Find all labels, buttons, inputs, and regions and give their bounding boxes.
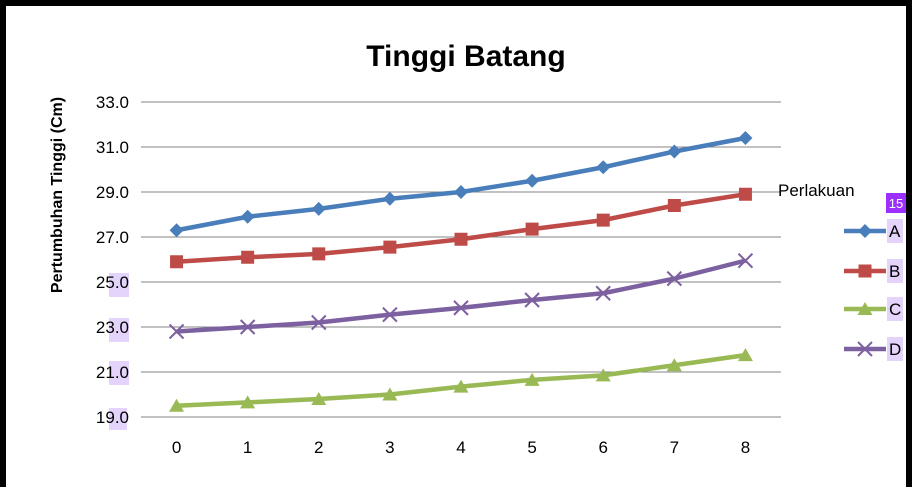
data-point xyxy=(738,131,753,145)
x-tick-label: 5 xyxy=(527,438,536,457)
data-point xyxy=(453,379,469,393)
series-c xyxy=(169,348,753,412)
legend-swatch-marker xyxy=(858,264,872,278)
y-tick-label: 23.0 xyxy=(96,318,129,337)
x-tick-label: 1 xyxy=(243,438,252,457)
data-point xyxy=(525,222,539,236)
legend-highlight xyxy=(887,219,903,243)
series-line xyxy=(176,135,746,233)
data-point xyxy=(524,372,540,386)
data-point xyxy=(382,191,397,206)
data-point xyxy=(595,368,611,382)
data-point xyxy=(240,395,256,409)
data-point xyxy=(737,252,754,269)
series-b xyxy=(170,187,752,269)
data-point xyxy=(311,392,327,405)
series-line xyxy=(176,192,746,264)
chart-frame: Tinggi Batang Pertumbuhan Tinggi (Cm) 33… xyxy=(6,6,906,487)
data-point xyxy=(170,255,184,269)
x-tick-label: 3 xyxy=(385,438,394,457)
legend-swatch-marker xyxy=(857,302,873,315)
data-point xyxy=(524,292,540,308)
x-tick-label: 7 xyxy=(670,438,679,457)
y-tick-label: 21.0 xyxy=(96,363,129,382)
data-point xyxy=(239,319,256,335)
annotation-badge: 15 xyxy=(886,193,906,213)
data-point xyxy=(241,250,255,264)
y-tick-label: 25.0 xyxy=(96,273,129,292)
x-tick-label: 0 xyxy=(172,438,181,457)
data-point xyxy=(240,209,255,224)
legend-entry: B xyxy=(889,262,900,281)
data-point xyxy=(525,173,540,188)
line-chart: Tinggi Batang Pertumbuhan Tinggi (Cm) 33… xyxy=(49,40,906,457)
y-tick-labels: 33.0 31.0 29.0 27.0 25.0 23.0 21.0 19.0 xyxy=(96,93,129,427)
series-a xyxy=(169,131,753,238)
legend-title: Perlakuan xyxy=(778,181,855,200)
data-point xyxy=(382,306,398,323)
data-point xyxy=(596,213,610,227)
data-point xyxy=(383,240,397,254)
data-point xyxy=(667,144,682,159)
legend-highlight xyxy=(887,259,903,283)
chart-title: Tinggi Batang xyxy=(366,40,565,73)
data-point xyxy=(169,398,185,412)
x-tick-label: 8 xyxy=(741,438,750,457)
y-tick-label: 27.0 xyxy=(96,228,129,247)
y-tick-label: 31.0 xyxy=(96,138,129,157)
y-tick-label: 29.0 xyxy=(96,183,129,202)
tick-highlight xyxy=(109,408,127,430)
legend-entry: C xyxy=(889,300,901,319)
y-tick-label: 33.0 xyxy=(96,93,129,112)
data-point xyxy=(311,201,326,216)
tick-highlight xyxy=(109,361,129,385)
x-tick-label: 6 xyxy=(598,438,607,457)
data-point xyxy=(169,223,184,238)
legend-entry: D xyxy=(889,340,901,359)
series-layer xyxy=(168,131,754,412)
series-line xyxy=(176,258,746,334)
data-point xyxy=(666,270,683,287)
data-point xyxy=(312,247,326,261)
tick-highlight xyxy=(109,318,129,342)
data-point xyxy=(168,323,185,340)
x-tick-labels: 0 1 2 3 4 5 6 7 8 xyxy=(172,438,750,457)
y-tick-label: 19.0 xyxy=(96,408,129,427)
y-axis-title: Pertumbuhan Tinggi (Cm) xyxy=(49,97,66,293)
series-d xyxy=(168,252,754,340)
badge-label: 15 xyxy=(889,196,903,211)
data-point xyxy=(382,387,398,401)
data-point xyxy=(596,160,611,175)
legend-highlight xyxy=(887,297,903,321)
data-point xyxy=(667,199,681,212)
badge-box xyxy=(886,193,906,213)
legend-highlight xyxy=(887,337,903,361)
legend-entry: A xyxy=(889,222,901,241)
data-point xyxy=(738,187,752,201)
data-point xyxy=(737,348,753,362)
data-point xyxy=(595,285,611,301)
tick-highlight xyxy=(109,273,129,297)
highlight-layer xyxy=(109,273,129,430)
data-point xyxy=(454,232,468,246)
data-point xyxy=(311,314,327,331)
data-point xyxy=(453,300,469,316)
x-tick-label: 4 xyxy=(456,438,465,457)
legend-swatch-marker xyxy=(858,224,872,238)
x-tick-label: 2 xyxy=(314,438,323,457)
legend-swatch-marker xyxy=(857,341,873,357)
legend: Perlakuan A BC D xyxy=(778,181,903,361)
data-point xyxy=(666,358,682,372)
data-point xyxy=(454,185,468,199)
